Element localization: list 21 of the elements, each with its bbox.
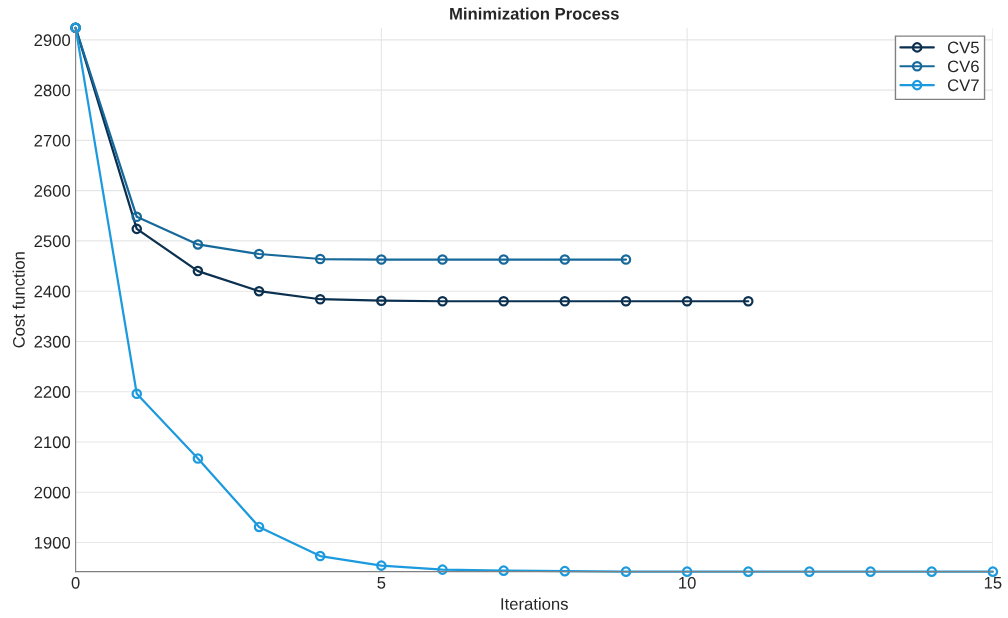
chart-title: Minimization Process	[450, 7, 619, 20]
y-axis-title: Cost function	[12, 252, 25, 348]
y-tick-label: 2300	[34, 335, 71, 348]
y-tick-label: 2000	[34, 486, 71, 499]
x-tick-label: 10	[679, 576, 696, 589]
y-tick-label: 2600	[34, 185, 71, 197]
x-tick-label: 15	[984, 577, 1002, 589]
y-tick-label: 1900	[34, 536, 71, 549]
y-tick-label: 2400	[34, 285, 71, 298]
y-tick-label: 2900	[34, 34, 71, 47]
x-tick-label: 0	[71, 576, 80, 589]
x-tick-label: 5	[377, 577, 386, 589]
x-axis-title: Iterations	[501, 597, 568, 610]
y-tick-label: 2200	[34, 386, 71, 398]
legend-label: CV7	[947, 79, 979, 92]
y-tick-label: 2500	[34, 235, 71, 248]
y-tick-label: 2800	[34, 84, 71, 97]
y-tick-label: 2700	[34, 134, 71, 147]
y-tick-label: 2100	[34, 436, 71, 449]
legend-label: CV5	[947, 41, 979, 54]
legend-label: CV6	[947, 60, 979, 73]
